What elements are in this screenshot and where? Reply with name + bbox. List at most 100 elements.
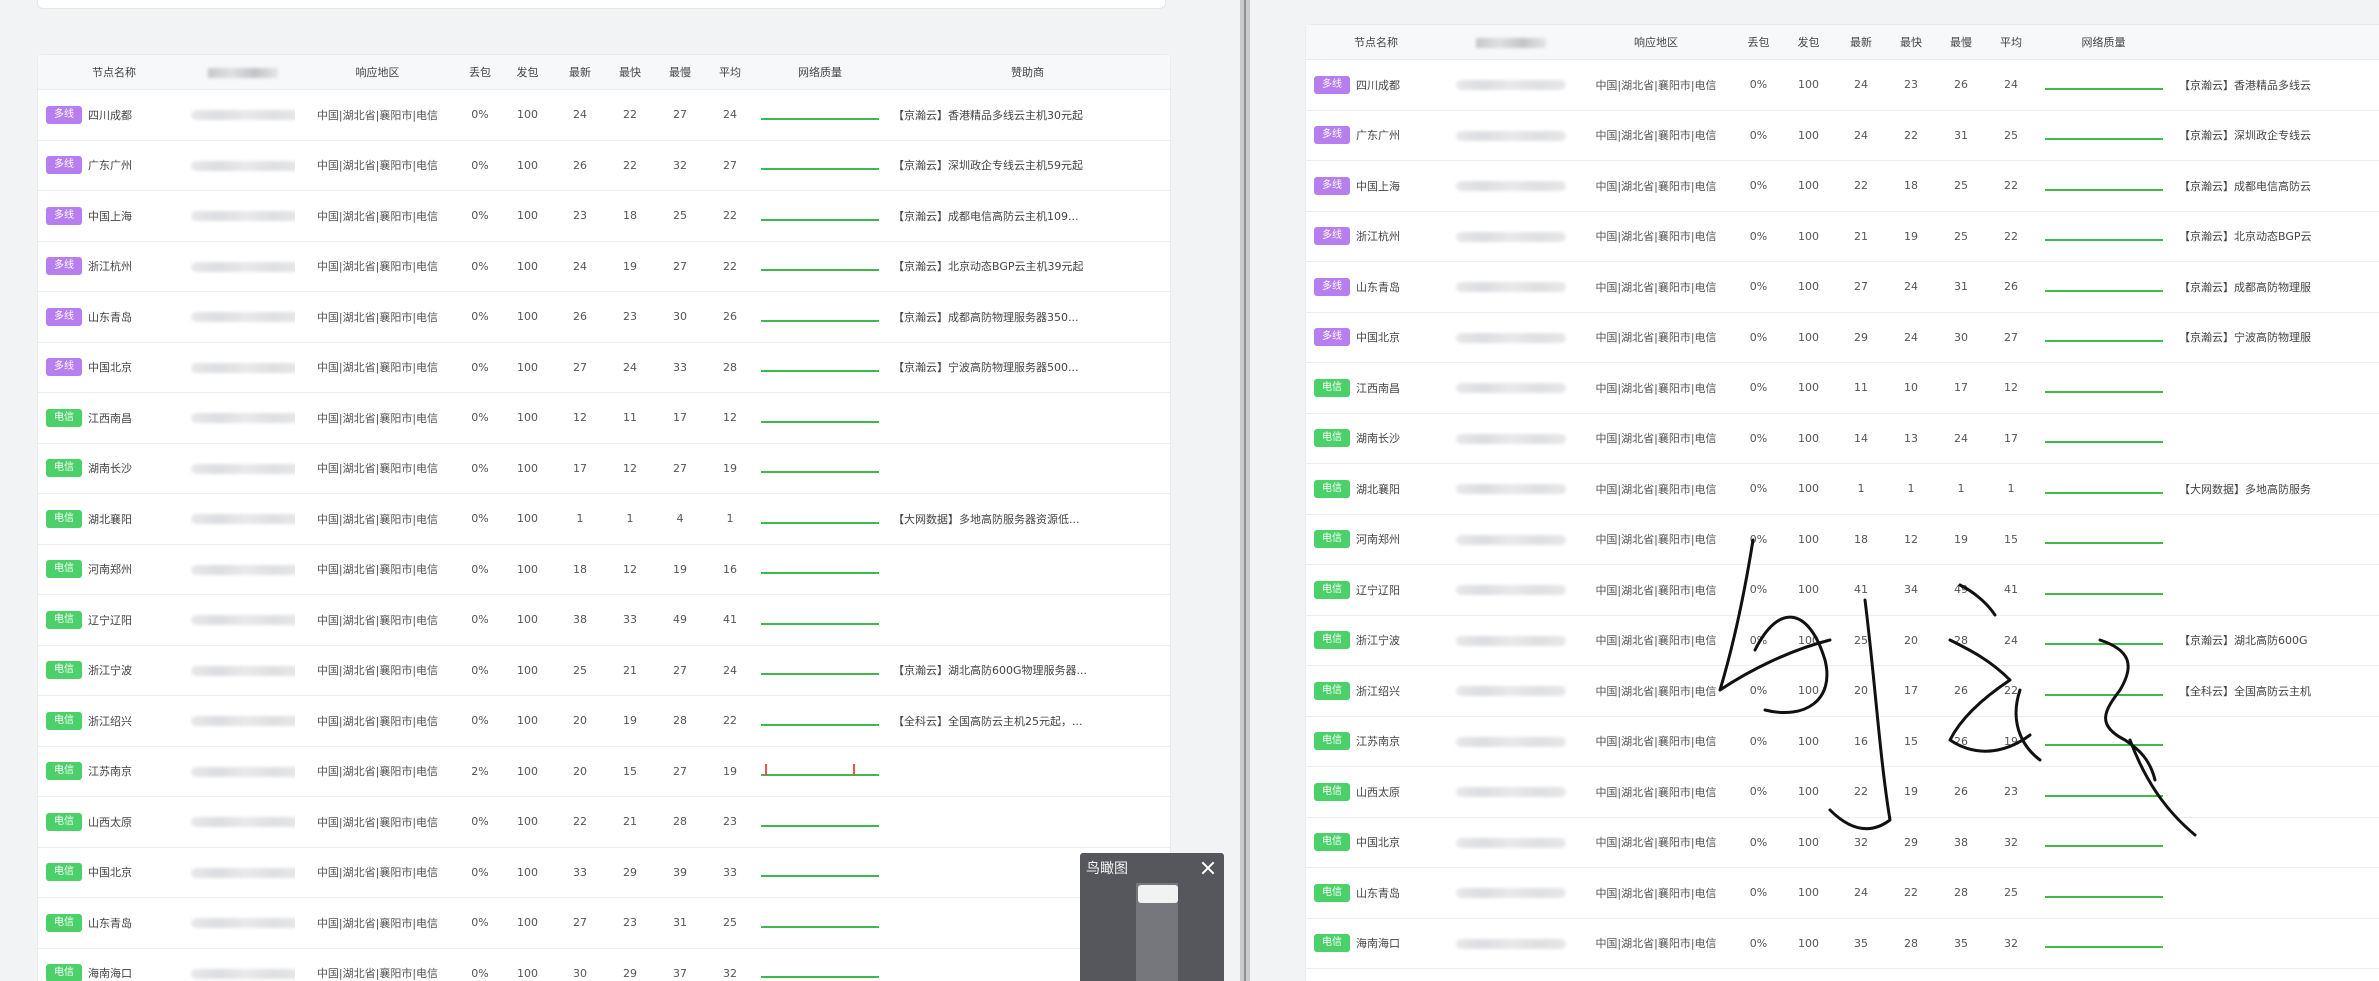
sponsor-cell[interactable]: [885, 594, 1170, 646]
table-row[interactable]: 电信 中国北京 中国|湖北省|襄阳市|电信 0% 100 33 29 39 33: [38, 847, 1170, 898]
col-slowest[interactable]: 最慢: [1936, 25, 1986, 60]
sponsor-cell[interactable]: [2171, 766, 2379, 818]
table-row[interactable]: 电信 海南海口 中国|湖北省|襄阳市|电信 0% 100 35 28 35 32: [1306, 918, 2379, 969]
table-row[interactable]: 多线 中国北京 中国|湖北省|襄阳市|电信 0% 100 27 24 33 28 …: [38, 342, 1170, 393]
sponsor-cell[interactable]: 【京瀚云】成都电信高防云: [2171, 160, 2379, 212]
sponsor-cell[interactable]: 【京瀚云】北京动态BGP云: [2171, 211, 2379, 262]
table-row[interactable]: 多线 四川成都 中国|湖北省|襄阳市|电信 0% 100 24 22 27 24 …: [38, 89, 1170, 141]
table-row[interactable]: 电信 海南海口 中国|湖北省|襄阳市|电信 0% 100 30 29 37 32: [38, 948, 1170, 981]
col-avg[interactable]: 平均: [1986, 25, 2036, 60]
loss-cell: 0%: [1736, 564, 1781, 616]
sponsor-cell[interactable]: [2171, 564, 2379, 616]
blurred-ip: [191, 413, 295, 424]
col-sent[interactable]: 发包: [1781, 25, 1836, 60]
table-row[interactable]: 电信 湖北襄阳 中国|湖北省|襄阳市|电信 0% 100 1 1 4 1 【大网数…: [38, 493, 1170, 545]
sponsor-cell[interactable]: 【京瀚云】湖北高防600G: [2171, 615, 2379, 666]
col-node[interactable]: 节点名称: [1306, 25, 1446, 60]
split-divider[interactable]: [1240, 0, 1250, 981]
table-row[interactable]: 电信 辽宁辽阳 中国|湖北省|襄阳市|电信 0% 100 41 34 49 41: [1306, 564, 2379, 616]
sponsor-cell[interactable]: [2171, 716, 2379, 767]
sponsor-cell[interactable]: [885, 746, 1170, 797]
slowest-cell: 31: [1936, 110, 1986, 161]
sponsor-cell[interactable]: 【京瀚云】深圳政企专线云主机59元起: [885, 140, 1170, 191]
table-row[interactable]: 电信 中国北京 中国|湖北省|襄阳市|电信 0% 100 32 29 38 32: [1306, 817, 2379, 868]
sponsor-cell[interactable]: 【京瀚云】香港精品多线云: [2171, 59, 2379, 111]
sent-cell: 100: [500, 544, 555, 595]
sponsor-cell[interactable]: 【京瀚云】北京动态BGP云主机39元起: [885, 241, 1170, 292]
sponsor-cell[interactable]: 【京瀚云】宁波高防物理服: [2171, 312, 2379, 363]
sponsor-cell[interactable]: 【全科云】全国高防云主机25元起，...: [885, 695, 1170, 747]
sponsor-cell[interactable]: [2171, 362, 2379, 414]
table-row[interactable]: 电信 浙江宁波 中国|湖北省|襄阳市|电信 0% 100 25 20 28 24 …: [1306, 615, 2379, 666]
col-sent[interactable]: 发包: [500, 55, 555, 90]
sponsor-cell[interactable]: 【全科云】全国高防云主机: [2171, 665, 2379, 717]
table-row[interactable]: 多线 广东广州 中国|湖北省|襄阳市|电信 0% 100 24 22 31 25 …: [1306, 110, 2379, 161]
sponsor-cell[interactable]: [885, 443, 1170, 494]
minimap-panel[interactable]: 鸟瞰图: [1080, 853, 1224, 981]
sponsor-cell[interactable]: 【京瀚云】宁波高防物理服务器500...: [885, 342, 1170, 393]
close-icon[interactable]: [1200, 860, 1216, 876]
sponsor-cell[interactable]: [2171, 867, 2379, 919]
sponsor-cell[interactable]: 【京瀚云】湖北高防600G物理服务器...: [885, 645, 1170, 696]
table-row[interactable]: 电信 河南郑州 中国|湖北省|襄阳市|电信 0% 100 18 12 19 15: [1306, 514, 2379, 565]
table-row[interactable]: 电信 河南郑州 中国|湖北省|襄阳市|电信 0% 100 18 12 19 16: [38, 544, 1170, 595]
col-latest[interactable]: 最新: [1836, 25, 1886, 60]
table-row[interactable]: 电信 辽宁辽阳 中国|湖北省|襄阳市|电信 0% 100 38 33 49 41: [38, 594, 1170, 646]
ip-cell: [190, 342, 295, 393]
table-row[interactable]: 电信 江西南昌 中国|湖北省|襄阳市|电信 0% 100 12 11 17 12: [38, 392, 1170, 444]
sponsor-cell[interactable]: [2171, 514, 2379, 565]
table-row[interactable]: 电信 湖南长沙 中国|湖北省|襄阳市|电信 0% 100 17 12 27 19: [38, 443, 1170, 494]
col-node[interactable]: 节点名称: [38, 55, 190, 90]
table-row[interactable]: 电信 山东青岛 中国|湖北省|襄阳市|电信 0% 100 27 23 31 25: [38, 897, 1170, 949]
sponsor-cell[interactable]: 【大网数据】多地高防服务: [2171, 463, 2379, 515]
sponsor-cell[interactable]: [885, 392, 1170, 444]
table-row[interactable]: 电信 江西南昌 中国|湖北省|襄阳市|电信 0% 100 11 10 17 12: [1306, 362, 2379, 414]
sponsor-cell[interactable]: [2171, 413, 2379, 464]
col-loss[interactable]: 丢包: [1736, 25, 1781, 60]
table-row[interactable]: 电信 湖北襄阳 中国|湖北省|襄阳市|电信 0% 100 1 1 1 1 【大网数…: [1306, 463, 2379, 515]
sponsor-cell[interactable]: 【京瀚云】成都电信高防云主机109...: [885, 190, 1170, 242]
sponsor-cell[interactable]: 【京瀚云】深圳政企专线云: [2171, 110, 2379, 161]
table-row[interactable]: 电信 浙江绍兴 中国|湖北省|襄阳市|电信 0% 100 20 19 28 22 …: [38, 695, 1170, 747]
sponsor-cell[interactable]: 【京瀚云】成都高防物理服: [2171, 261, 2379, 313]
table-row[interactable]: 多线 浙江杭州 中国|湖北省|襄阳市|电信 0% 100 24 19 27 22 …: [38, 241, 1170, 292]
table-row[interactable]: 电信 山东青岛 中国|湖北省|襄阳市|电信 0% 100 24 22 28 25: [1306, 867, 2379, 919]
table-row[interactable]: 电信 山西太原 中国|湖北省|襄阳市|电信 0% 100 22 19 26 23: [1306, 766, 2379, 818]
col-avg[interactable]: 平均: [705, 55, 755, 90]
sponsor-cell[interactable]: 【京瀚云】香港精品多线云主机30元起: [885, 89, 1170, 141]
line-type-badge: 多线: [1314, 227, 1350, 246]
sponsor-cell[interactable]: [885, 544, 1170, 595]
table-row[interactable]: 电信 江苏南京 中国|湖北省|襄阳市|电信 2% 100 20 15 27 19: [38, 746, 1170, 797]
table-row[interactable]: 多线 山东青岛 中国|湖北省|襄阳市|电信 0% 100 27 24 31 26 …: [1306, 261, 2379, 313]
sponsor-cell[interactable]: [2171, 968, 2379, 981]
col-fastest[interactable]: 最快: [1886, 25, 1936, 60]
col-fastest[interactable]: 最快: [605, 55, 655, 90]
table-row[interactable]: 电信 山西太原 中国|湖北省|襄阳市|电信 0% 100 22 21 28 23: [38, 796, 1170, 848]
table-row[interactable]: 多线 中国上海 中国|湖北省|襄阳市|电信 0% 100 22 18 25 22 …: [1306, 160, 2379, 212]
col-region[interactable]: 响应地区: [1576, 25, 1736, 60]
table-row[interactable]: 电信 湖南长沙 中国|湖北省|襄阳市|电信 0% 100 14 13 24 17: [1306, 413, 2379, 464]
ip-cell: [1446, 817, 1576, 868]
table-row[interactable]: 电信 浙江绍兴 中国|湖北省|襄阳市|电信 0% 100 20 17 26 22 …: [1306, 665, 2379, 717]
table-row[interactable]: 电信 浙江宁波 中国|湖北省|襄阳市|电信 0% 100 25 21 27 24 …: [38, 645, 1170, 696]
minimap-viewport[interactable]: [1138, 885, 1178, 903]
table-row[interactable]: 电信 江苏南京 中国|湖北省|襄阳市|电信 0% 100 16 15 26 19: [1306, 716, 2379, 767]
table-row[interactable]: 多线 浙江杭州 中国|湖北省|襄阳市|电信 0% 100 21 19 25 22 …: [1306, 211, 2379, 262]
col-slowest[interactable]: 最慢: [655, 55, 705, 90]
col-region[interactable]: 响应地区: [295, 55, 460, 90]
table-row[interactable]: 多线 四川成都 中国|湖北省|襄阳市|电信 0% 100 24 23 26 24 …: [1306, 59, 2379, 111]
loss-cell: 0%: [460, 190, 500, 242]
table-row[interactable]: 多线 中国北京 中国|湖北省|襄阳市|电信 0% 100 29 24 30 27 …: [1306, 312, 2379, 363]
col-latest[interactable]: 最新: [555, 55, 605, 90]
sponsor-cell[interactable]: [2171, 918, 2379, 969]
sponsor-cell[interactable]: [885, 796, 1170, 848]
sponsor-cell[interactable]: [2171, 817, 2379, 868]
table-row[interactable]: 多线 山东青岛 中国|湖北省|襄阳市|电信 0% 100 26 23 30 26 …: [38, 291, 1170, 343]
table-row[interactable]: 多线 广东广州 中国|湖北省|襄阳市|电信 0% 100 26 22 32 27 …: [38, 140, 1170, 191]
table-row[interactable]: 电信广西南宁 中国|湖北省|襄阳市|电信 0% 100 21 20 26 23: [1306, 968, 2379, 981]
table-row[interactable]: 多线 中国上海 中国|湖北省|襄阳市|电信 0% 100 23 18 25 22 …: [38, 190, 1170, 242]
sponsor-cell[interactable]: 【京瀚云】成都高防物理服务器350...: [885, 291, 1170, 343]
fastest-cell: 22: [605, 89, 655, 141]
col-loss[interactable]: 丢包: [460, 55, 500, 90]
sponsor-cell[interactable]: 【大网数据】多地高防服务器资源低...: [885, 493, 1170, 545]
